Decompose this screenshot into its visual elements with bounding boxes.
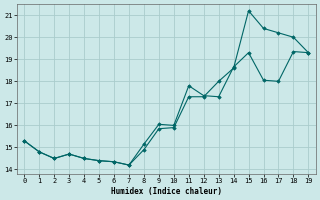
X-axis label: Humidex (Indice chaleur): Humidex (Indice chaleur) <box>111 187 222 196</box>
